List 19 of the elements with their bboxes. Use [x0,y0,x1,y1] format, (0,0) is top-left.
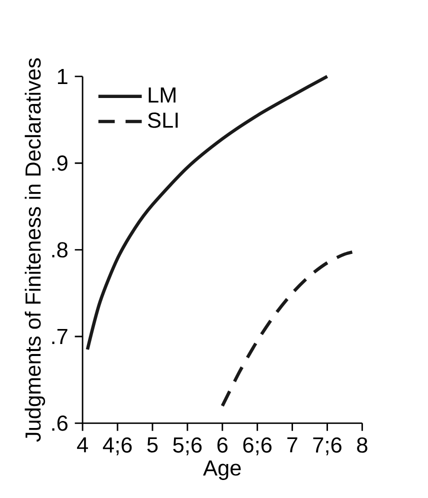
y-tick-label: .7 [52,329,68,344]
x-axis-title: Age [202,460,241,480]
x-tick-label: 4 [76,437,88,452]
y-tick-label: .8 [52,242,68,258]
y-tick-label: .9 [52,155,68,171]
y-tick-label: 1 [58,68,68,84]
y-axis-title: Judgments of Finiteness in Declaratives [24,58,45,442]
legend-label: SLI [148,112,178,128]
x-tick-label: 4;6 [102,437,132,456]
x-tick-label: 8 [356,437,368,453]
x-tick-label: 6;6 [243,437,272,456]
x-tick-label: 7 [287,437,298,452]
x-tick-label: 5 [147,437,158,452]
line-series [86,74,329,352]
x-tick-label: 6 [217,437,228,453]
y-tick-label: .6 [52,415,68,431]
x-tick-label: 7;6 [313,437,342,456]
x-tick-label: 5;6 [173,437,202,456]
legend-label: LM [148,88,176,103]
